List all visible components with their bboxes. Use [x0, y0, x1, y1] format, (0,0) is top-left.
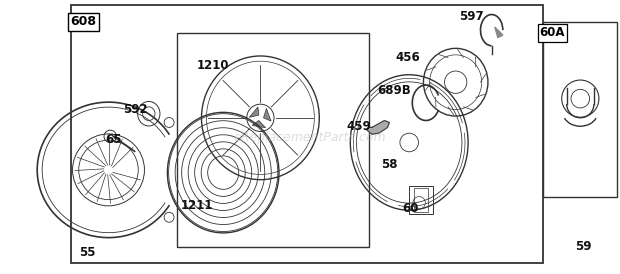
- Bar: [409, 186, 433, 214]
- Bar: [542, 22, 617, 197]
- Text: 1211: 1211: [181, 199, 213, 212]
- Text: 597: 597: [459, 10, 484, 23]
- Text: 58: 58: [381, 158, 398, 171]
- Text: 456: 456: [396, 51, 420, 64]
- Text: 60: 60: [402, 202, 418, 215]
- Text: 60A: 60A: [539, 26, 565, 39]
- Polygon shape: [252, 121, 265, 128]
- Polygon shape: [495, 27, 503, 38]
- Text: 608: 608: [71, 15, 97, 28]
- Text: 1210: 1210: [197, 59, 229, 72]
- Bar: [177, 33, 369, 247]
- Polygon shape: [264, 109, 271, 121]
- Text: 59: 59: [575, 240, 592, 253]
- Bar: [71, 5, 542, 263]
- Text: 689B: 689B: [377, 84, 410, 97]
- Text: 459: 459: [346, 119, 371, 133]
- Text: eReplacementParts.com: eReplacementParts.com: [234, 130, 386, 144]
- Text: 592: 592: [123, 103, 148, 116]
- Polygon shape: [249, 107, 259, 117]
- Bar: [414, 188, 428, 212]
- Polygon shape: [367, 121, 389, 134]
- Text: 65: 65: [105, 133, 122, 146]
- Text: 55: 55: [79, 246, 95, 259]
